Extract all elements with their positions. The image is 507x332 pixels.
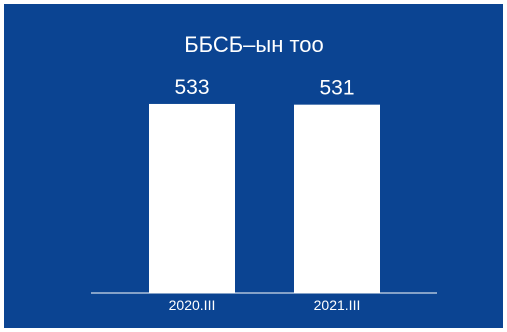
chart-title: ББСБ–ын тоо: [184, 32, 324, 57]
bar-2021.III: [294, 104, 380, 293]
x-tick-label-2020.III: 2020.III: [169, 297, 216, 313]
chart-frame: ББСБ–ын тоо 533 2020.III 531 2021.III: [4, 4, 503, 328]
labels-group: 533 2020.III 531 2021.III: [169, 76, 361, 313]
bar-2020.III: [149, 103, 235, 293]
value-label-2021.III: 531: [319, 77, 354, 100]
chart: ББСБ–ын тоо 533 2020.III 531 2021.III: [91, 32, 437, 313]
bars-group: [149, 103, 380, 293]
value-label-2020.III: 533: [174, 76, 209, 99]
x-tick-label-2021.III: 2021.III: [314, 297, 361, 313]
